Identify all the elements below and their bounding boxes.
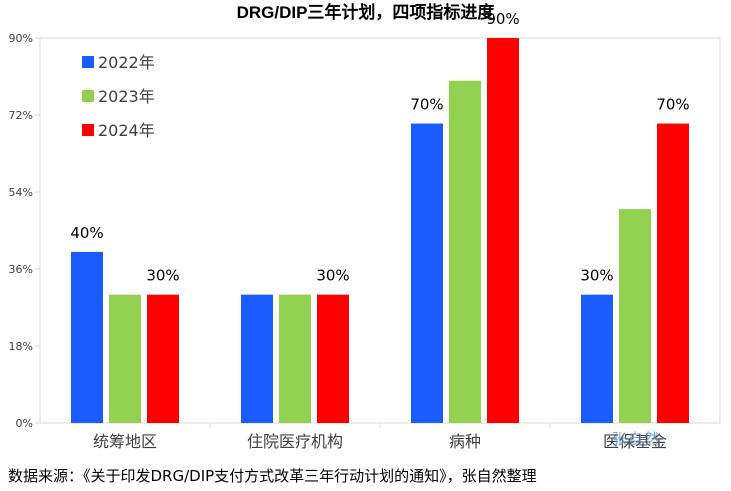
legend-swatch — [82, 56, 94, 68]
bar — [109, 294, 141, 423]
bar — [279, 294, 311, 423]
bar — [619, 209, 651, 423]
legend-swatch — [82, 90, 94, 102]
legend-label: 2022年 — [98, 53, 155, 72]
data-label: 30% — [146, 267, 179, 285]
x-tick-label: 住院医疗机构 — [247, 432, 343, 451]
y-tick-label: 36% — [9, 263, 33, 276]
y-tick-label: 18% — [9, 340, 33, 353]
bar — [657, 123, 689, 424]
legend-label: 2023年 — [98, 87, 155, 106]
x-tick-label: 病种 — [449, 432, 481, 451]
y-tick-label: 0% — [16, 417, 33, 430]
x-tick-label: 医保基金 — [603, 432, 667, 451]
data-label: 90% — [486, 10, 519, 28]
data-label: 30% — [316, 267, 349, 285]
legend-label: 2024年 — [98, 121, 155, 140]
bar — [147, 294, 179, 423]
bar-chart: 0% 18% 36% 54% 72% 90% 40% 30% 统筹地区 30% 住院医疗机构 70% 9… — [9, 10, 721, 451]
x-tick-label: 统筹地区 — [93, 432, 157, 451]
y-tick-label: 72% — [9, 109, 33, 122]
source-note: 数据来源：《关于印发DRG/DIP支付方式改革三年行动计划的通知》，张自然整理 — [8, 467, 537, 485]
bar — [317, 294, 349, 423]
data-label: 40% — [70, 224, 103, 242]
bar — [241, 294, 273, 423]
data-label: 70% — [656, 96, 689, 114]
bar — [487, 38, 519, 423]
bar — [71, 251, 103, 423]
bar — [581, 294, 613, 423]
data-label: 30% — [580, 267, 613, 285]
legend-swatch — [82, 124, 94, 136]
bar — [449, 80, 481, 424]
chart-title: DRG/DIP三年计划，四项指标进度 — [236, 3, 495, 22]
watermark: 张自然 — [612, 430, 661, 448]
data-label: 70% — [410, 96, 443, 114]
bar — [411, 123, 443, 424]
y-tick-label: 90% — [9, 32, 33, 45]
y-tick-label: 54% — [9, 186, 33, 199]
